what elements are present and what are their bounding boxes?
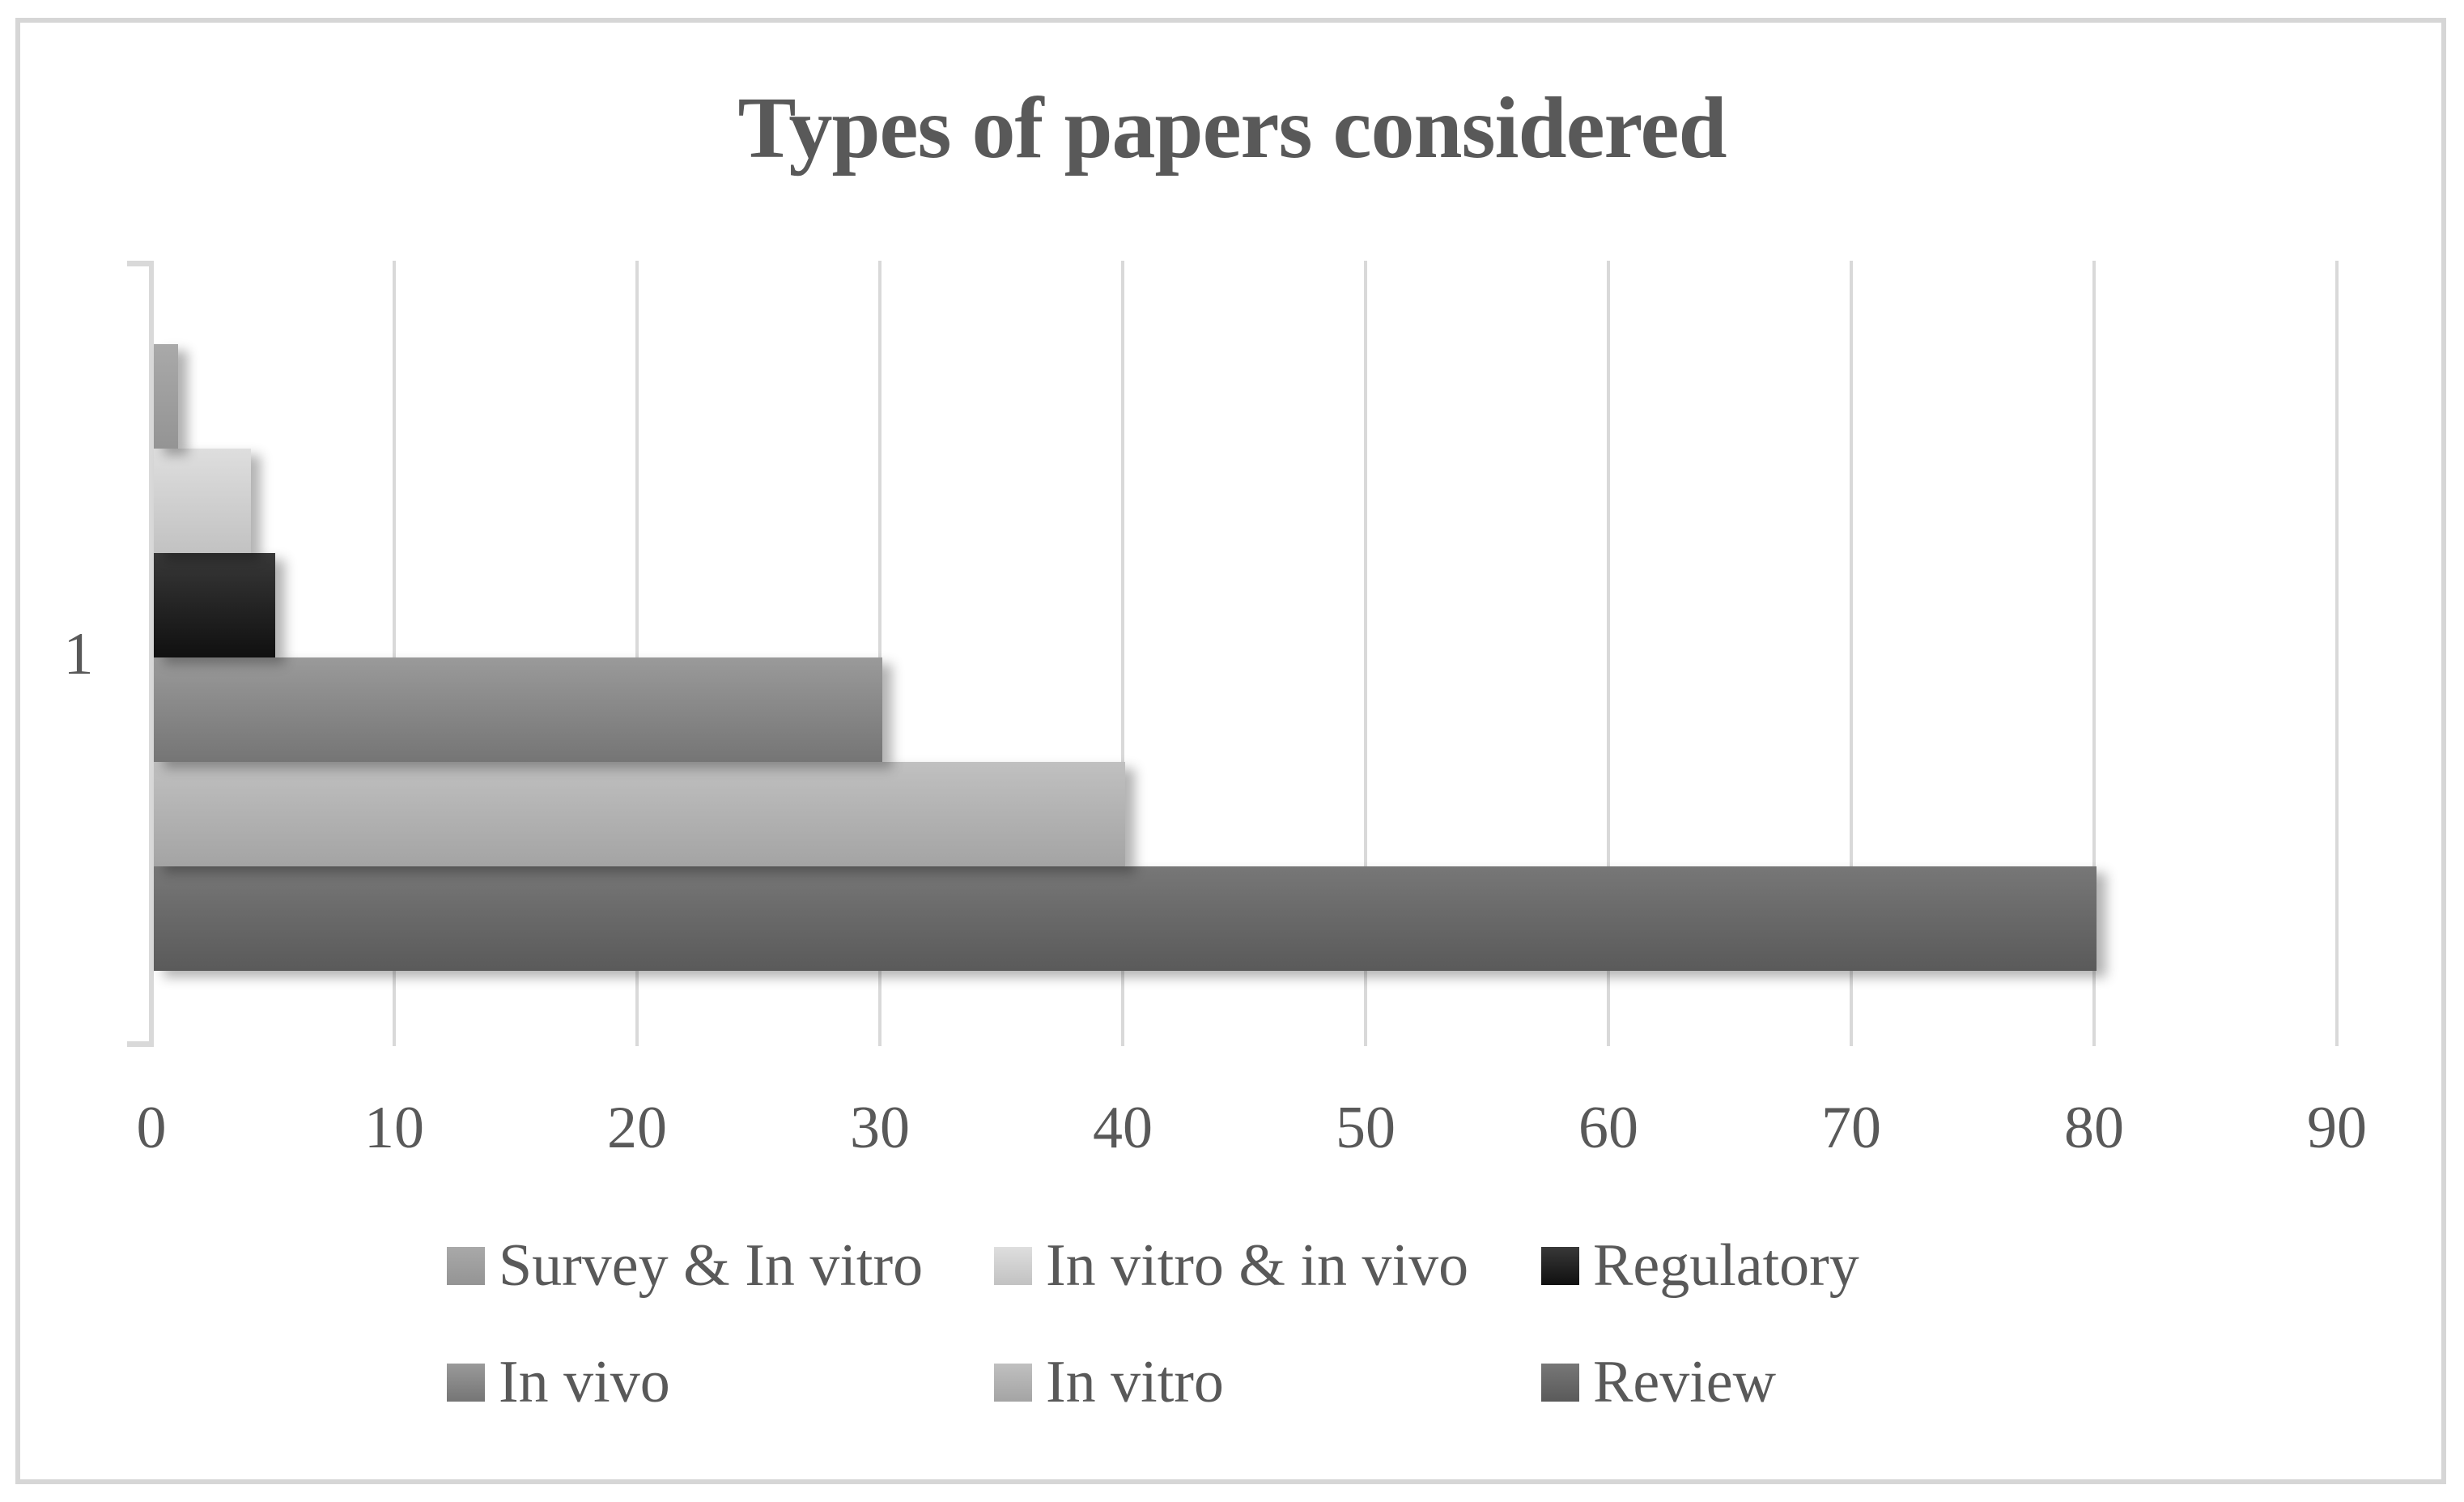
chart-title: Types of papers considered — [737, 80, 1727, 177]
chart-frame — [15, 18, 2446, 1484]
